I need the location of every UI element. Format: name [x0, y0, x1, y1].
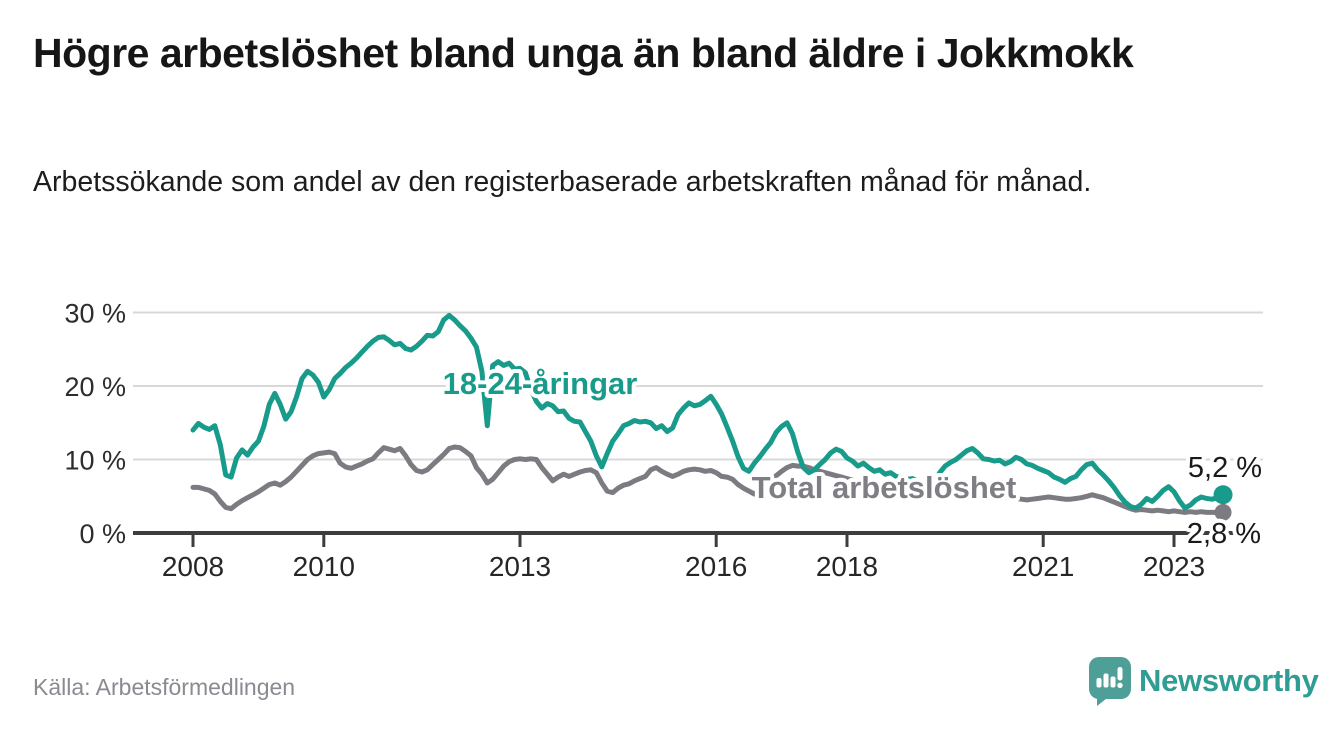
x-tick-label-2023: 2023 — [1143, 551, 1205, 582]
y-axis-label-20: 20 % — [64, 372, 126, 402]
y-axis-label-30: 30 % — [64, 299, 126, 329]
x-tick-label-2021: 2021 — [1012, 551, 1074, 582]
series-label-young: 18-24-åringar — [443, 366, 638, 401]
series-label-total: Total arbetslöshet — [752, 470, 1017, 505]
series-line-total — [190, 444, 1226, 515]
series-line-young — [190, 312, 1226, 511]
newsworthy-speech-bubble-chart-icon — [1089, 657, 1131, 706]
page-subtitle: Arbetssökande som andel av den registerb… — [33, 166, 1092, 198]
x-tick-label-2013: 2013 — [489, 551, 551, 582]
y-axis-label-0: 0 % — [79, 519, 126, 549]
x-tick-label-2018: 2018 — [816, 551, 878, 582]
newsworthy-logo-text: Newsworthy — [1139, 663, 1319, 698]
series-end-dot-young — [1213, 485, 1233, 505]
x-tick-label-2010: 2010 — [293, 551, 355, 582]
y-axis-label-10: 10 % — [64, 446, 126, 476]
newsworthy-logo: Newsworthy — [1087, 655, 1319, 707]
series-end-dot-total — [1214, 503, 1232, 521]
page-title: Högre arbetslöshet bland unga än bland ä… — [33, 30, 1134, 76]
x-tick-label-2008: 2008 — [162, 551, 224, 582]
source-text: Källa: Arbetsförmedlingen — [33, 674, 296, 700]
x-tick-label-2016: 2016 — [685, 551, 747, 582]
value-label-total: 2,8 % — [1187, 518, 1261, 550]
value-label-young: 5,2 % — [1188, 452, 1262, 484]
